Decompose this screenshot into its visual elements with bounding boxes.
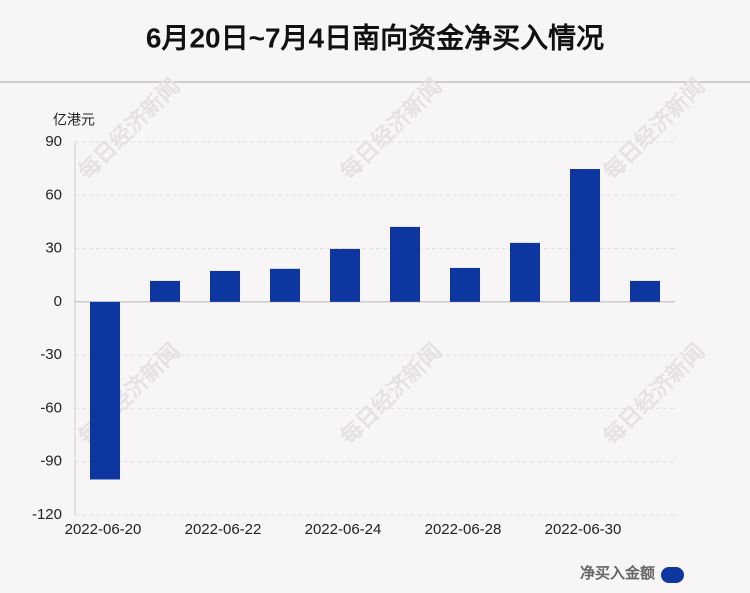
y-tick-label: 90: [45, 133, 62, 150]
y-axis-label: 亿港元: [53, 112, 95, 128]
bar: [90, 301, 120, 480]
y-tick-label: -120: [32, 506, 62, 523]
bar: [330, 248, 360, 302]
bar: [150, 280, 180, 302]
y-tick-label: 30: [45, 240, 62, 257]
x-tick-label: 2022-06-30: [545, 521, 622, 538]
x-tick-label: 2022-06-28: [425, 521, 502, 538]
bar: [450, 267, 480, 302]
bar: [510, 242, 540, 302]
legend-label: 净买入金额: [580, 564, 655, 582]
y-tick-label: -90: [40, 453, 62, 470]
bar: [210, 270, 240, 302]
bar: [270, 268, 300, 302]
y-tick-label: 0: [54, 293, 62, 310]
x-tick-label: 2022-06-20: [65, 521, 142, 538]
y-tick-label: 60: [45, 186, 62, 203]
bar: [570, 168, 600, 302]
y-tick-label: -60: [40, 399, 62, 416]
x-tick-label: 2022-06-22: [185, 521, 262, 538]
chart-title: 6月20日~7月4日南向资金净买入情况: [146, 21, 604, 53]
x-tick-label: 2022-06-24: [305, 521, 382, 538]
y-tick-label: -30: [40, 346, 62, 363]
bar: [390, 226, 420, 302]
bar: [630, 280, 660, 302]
legend-swatch: [661, 567, 684, 583]
